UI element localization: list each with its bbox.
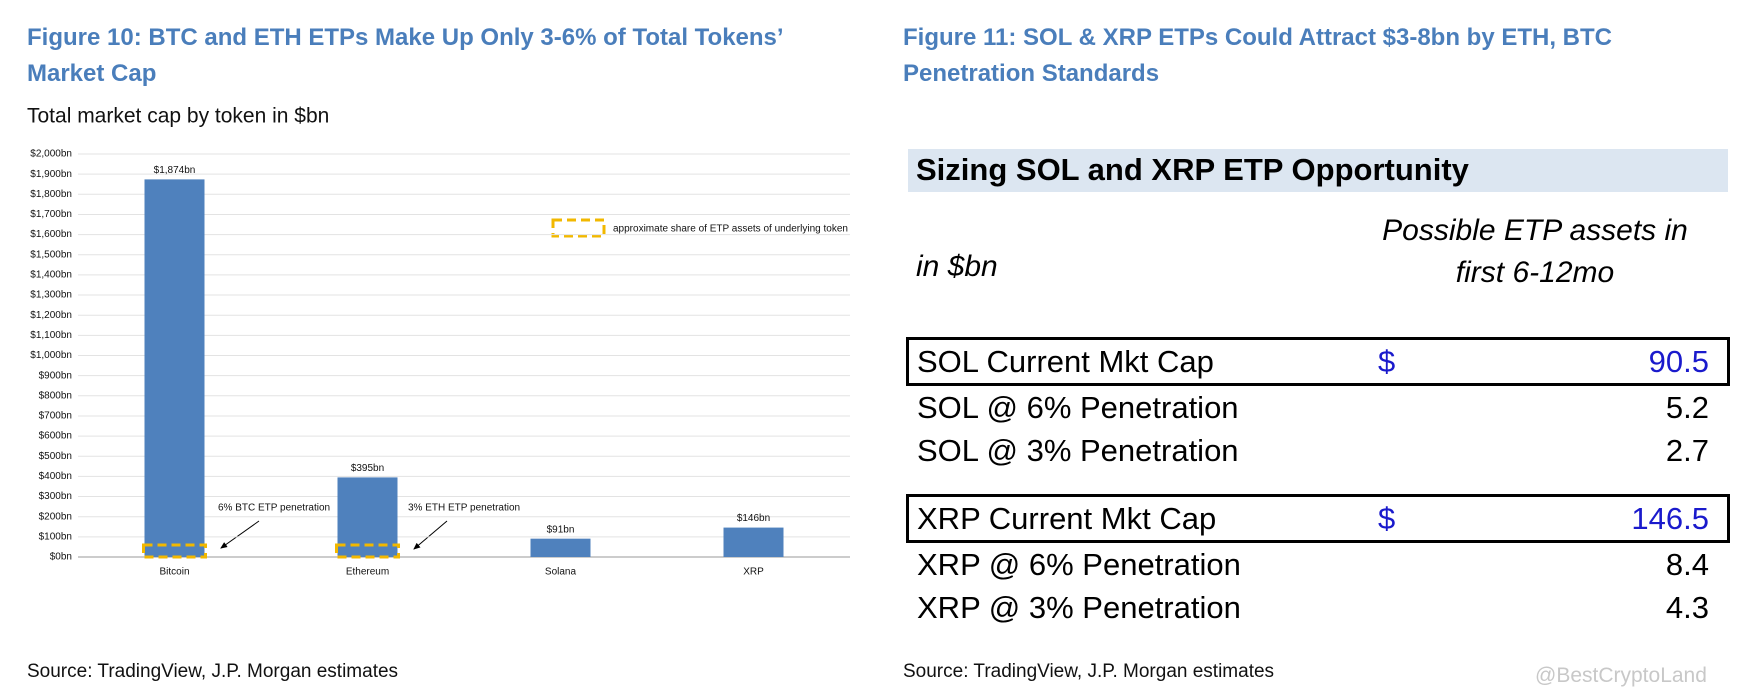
currency: $ <box>1378 344 1396 379</box>
row-label: SOL @ 3% Penetration <box>917 433 1239 468</box>
y-tick-label: $2,000bn <box>30 149 72 160</box>
table-row: SOL @ 3% Penetration 2.7 <box>906 429 1730 472</box>
row-label: XRP @ 3% Penetration <box>917 590 1241 625</box>
y-tick-label: $500bn <box>39 451 72 462</box>
y-tick-label: $1,700bn <box>30 209 72 220</box>
y-tick-label: $400bn <box>39 471 72 482</box>
y-tick-label: $1,800bn <box>30 189 72 200</box>
table-row: XRP Current Mkt Cap $146.5 <box>906 494 1730 543</box>
legend-label: approximate share of ETP assets of under… <box>613 224 848 235</box>
x-tick-label: Ethereum <box>346 567 389 578</box>
source: Source: TradingView, J.P. Morgan estimat… <box>903 661 1275 682</box>
table-row: SOL Current Mkt Cap $90.5 <box>906 337 1730 386</box>
y-tick-label: $900bn <box>39 370 72 381</box>
y-tick-label: $700bn <box>39 411 72 422</box>
y-tick-label: $1,200bn <box>30 310 72 321</box>
y-tick-label: $1,100bn <box>30 330 72 341</box>
y-tick-label: $1,400bn <box>30 270 72 281</box>
y-tick-label: $200bn <box>39 511 72 522</box>
chart-subtitle: Total market cap by token in $bn <box>27 105 329 128</box>
bar <box>144 179 205 557</box>
etp-share-box <box>142 543 207 559</box>
column-header-line: Possible ETP assets in <box>1382 214 1688 247</box>
annotation-arrow <box>413 520 448 550</box>
row-value: 8.4 <box>1665 547 1709 582</box>
data-label: $395bn <box>351 463 384 474</box>
row-label: SOL Current Mkt Cap <box>917 344 1214 379</box>
y-tick-label: $0bn <box>50 552 72 563</box>
table-title: Sizing SOL and XRP ETP Opportunity <box>916 152 1469 187</box>
y-tick-label: $1,600bn <box>30 229 72 240</box>
table-title-band: Sizing SOL and XRP ETP Opportunity <box>908 149 1728 192</box>
bar <box>723 527 784 557</box>
watermark: @BestCryptoLand <box>1535 664 1707 687</box>
column-header-line: first 6-12mo <box>1455 256 1615 289</box>
row-value: 90.5 <box>1648 344 1709 379</box>
table-row: XRP @ 3% Penetration 4.3 <box>906 586 1730 629</box>
row-value: 5.2 <box>1665 390 1709 425</box>
data-label: $1,874bn <box>154 165 196 176</box>
y-tick-label: $800bn <box>39 390 72 401</box>
table-row: XRP @ 6% Penetration 8.4 <box>906 543 1730 586</box>
source: Source: TradingView, J.P. Morgan estimat… <box>27 661 399 682</box>
table-row: SOL @ 6% Penetration 5.2 <box>906 386 1730 429</box>
annotation: 6% BTC ETP penetration <box>218 503 330 514</box>
figure-title: Figure 10: BTC and ETH ETPs Make Up Only… <box>27 24 783 87</box>
table: SOL Current Mkt Cap $90.5 SOL @ 6% Penetra… <box>906 337 1730 629</box>
y-tick-label: $100bn <box>39 531 72 542</box>
y-tick-label: $1,000bn <box>30 350 72 361</box>
data-label: $91bn <box>547 524 575 535</box>
x-tick-label: Bitcoin <box>159 567 189 578</box>
x-tick-label: Solana <box>545 567 577 578</box>
annotation-arrow <box>220 520 260 549</box>
column-header: Possible ETP assets in first 6-12mo <box>1340 210 1730 294</box>
row-label: XRP Current Mkt Cap <box>917 501 1217 536</box>
currency: $ <box>1378 501 1396 536</box>
annotation: 3% ETH ETP penetration <box>408 503 520 514</box>
figure-title: Figure 11: SOL & XRP ETPs Could Attract … <box>903 24 1613 87</box>
y-tick-label: $600bn <box>39 431 72 442</box>
row-value: 4.3 <box>1665 590 1709 625</box>
row-value: 146.5 <box>1631 501 1709 536</box>
row-label: XRP @ 6% Penetration <box>917 547 1241 582</box>
y-tick-label: $1,500bn <box>30 249 72 260</box>
legend-swatch <box>551 218 606 238</box>
bar <box>530 538 591 557</box>
y-tick-label: $1,300bn <box>30 290 72 301</box>
y-tick-label: $300bn <box>39 491 72 502</box>
etp-share-box <box>335 543 400 559</box>
row-value: 2.7 <box>1665 433 1709 468</box>
row-group: XRP Current Mkt Cap $146.5 XRP @ 6% Penetr… <box>906 494 1730 629</box>
row-label: SOL @ 6% Penetration <box>917 390 1239 425</box>
x-tick-label: XRP <box>743 567 764 578</box>
chart: Total market cap by token in $bn approxi… <box>27 105 850 578</box>
y-tick-label: $1,900bn <box>30 169 72 180</box>
unit-label: in $bn <box>916 250 998 283</box>
row-group: SOL Current Mkt Cap $90.5 SOL @ 6% Penetra… <box>906 337 1730 472</box>
data-label: $146bn <box>737 513 770 524</box>
